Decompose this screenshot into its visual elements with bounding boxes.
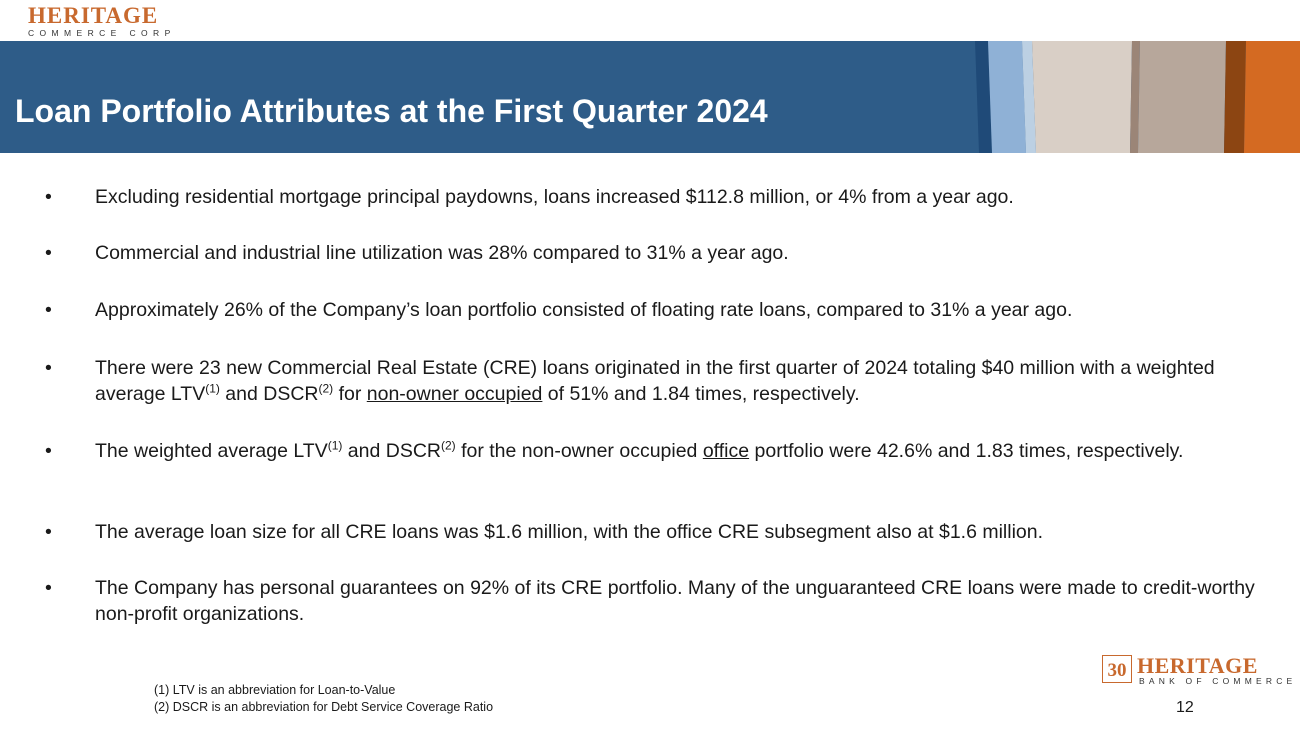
badge-text: 30 [1108,660,1127,681]
bullet-marker: • [45,186,52,208]
bullet-marker: • [45,299,52,321]
bullet-item: • The weighted average LTV(1) and DSCR(2… [0,438,1223,464]
30th-anniversary-badge-icon: 30 [1102,655,1132,683]
bullet-item: • There were 23 new Commercial Real Esta… [0,355,1300,407]
logo-subtitle: BANK OF COMMERCE [1139,676,1297,686]
footnote-ref: (1) [327,438,343,453]
title-banner: Loan Portfolio Attributes at the First Q… [0,41,1300,153]
footnote-ref: (2) [318,381,334,396]
footnote-ref: (2) [441,438,456,453]
bullet-marker: • [45,242,52,264]
text-segment: for the non-owner occupied [455,440,703,462]
bullet-text: Commercial and industrial line utilizati… [95,242,789,264]
bullet-item: • The average loan size for all CRE loan… [0,519,1083,545]
text-segment: portfolio were 42.6% and 1.83 times, res… [749,440,1184,462]
bullet-text: Approximately 26% of the Company’s loan … [95,299,1073,321]
text-segment: of 51% and 1.84 times, respectively. [542,383,860,405]
underlined-text: non-owner occupied [366,383,543,405]
text-segment: There were 23 new Commercial Real Estate… [95,357,1215,405]
logo-subtitle: COMMERCE CORP [28,28,176,38]
bullet-item: • Approximately 26% of the Company’s loa… [0,297,1112,323]
page-number: 12 [1176,699,1194,716]
bullet-text: Excluding residential mortgage principal… [95,186,1014,208]
bullet-item: • Excluding residential mortgage princip… [0,184,1054,210]
footnote-2: (2) DSCR is an abbreviation for Debt Ser… [154,700,494,714]
bullet-text: The Company has personal guarantees on 9… [95,577,1255,625]
bullet-item: • The Company has personal guarantees on… [0,575,1300,627]
logo-name: HERITAGE [1137,653,1258,678]
text-segment: and DSCR [342,440,441,462]
footnote-1: (1) LTV is an abbreviation for Loan-to-V… [154,683,396,697]
decorative-stripes [975,41,1300,153]
heritage-bank-of-commerce-logo: 30 HERITAGE BANK OF COMMERCE [1102,653,1292,687]
text-segment: and DSCR [219,383,319,405]
heritage-commerce-corp-logo: HERITAGE COMMERCE CORP [28,3,198,39]
bullet-marker: • [45,577,52,599]
bullet-marker: • [45,440,52,462]
logo-name: HERITAGE [28,3,159,28]
text-segment: for [333,383,367,405]
bullet-text: There were 23 new Commercial Real Estate… [95,357,1215,405]
bullet-text: The average loan size for all CRE loans … [95,521,1044,543]
text-segment: The weighted average LTV [95,440,328,462]
footnote-ref: (1) [205,381,220,396]
bullet-marker: • [45,521,52,543]
page-title: Loan Portfolio Attributes at the First Q… [15,93,768,129]
underlined-text: office [702,440,750,462]
bullet-item: • Commercial and industrial line utiliza… [0,240,829,266]
bullet-marker: • [45,357,52,379]
footnotes: (1) LTV is an abbreviation for Loan-to-V… [154,682,493,716]
bullet-text: The weighted average LTV(1) and DSCR(2) … [95,438,1184,463]
